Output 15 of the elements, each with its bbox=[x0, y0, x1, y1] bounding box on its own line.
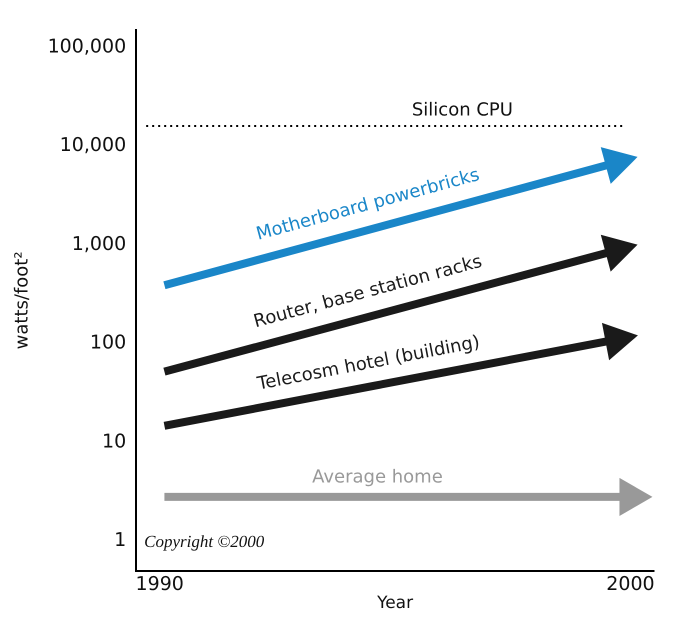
text: Router, base station racks bbox=[251, 250, 484, 332]
x-tick-label: 1990 bbox=[136, 573, 184, 596]
y-tick-label: 10,000 bbox=[60, 134, 126, 156]
x-tick-label: 2000 bbox=[606, 573, 655, 596]
y-tick-label: 1,000 bbox=[72, 232, 126, 255]
y-tick-label: 10 bbox=[102, 430, 126, 452]
y-axis-title: watts/foot² bbox=[11, 251, 32, 350]
x-axis-title: Year bbox=[376, 593, 414, 614]
text: Telecosm hotel (building) bbox=[254, 332, 482, 395]
y-tick-label: 100 bbox=[90, 332, 126, 354]
series-label: Average home bbox=[312, 466, 443, 488]
y-tick-label: 100,000 bbox=[48, 35, 126, 58]
y-tick-label: 1 bbox=[114, 529, 126, 552]
ref-line-label: Silicon CPU bbox=[412, 100, 513, 121]
annotation: Copyright ©2000 bbox=[144, 532, 265, 551]
